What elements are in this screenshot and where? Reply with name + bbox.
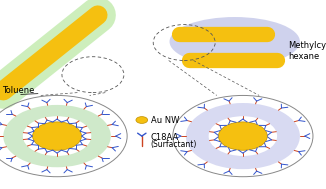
Text: Toluene: Toluene <box>2 86 34 95</box>
Text: Methylcyclo
hexane: Methylcyclo hexane <box>289 41 326 61</box>
Wedge shape <box>3 105 111 167</box>
Circle shape <box>33 122 82 150</box>
Circle shape <box>136 117 148 123</box>
Text: (Surfactant): (Surfactant) <box>151 140 197 149</box>
Wedge shape <box>186 103 300 169</box>
Text: C18AA: C18AA <box>151 132 179 142</box>
Ellipse shape <box>170 17 300 66</box>
Circle shape <box>218 122 267 150</box>
Text: Au NW: Au NW <box>151 115 179 125</box>
